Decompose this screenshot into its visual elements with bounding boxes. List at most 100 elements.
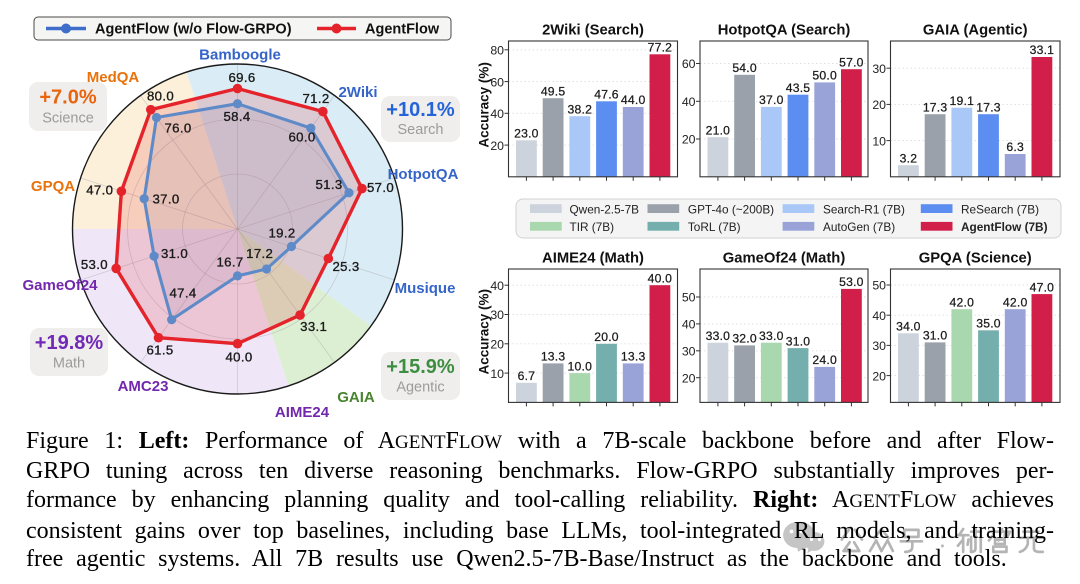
svg-text:20: 20 xyxy=(872,369,886,383)
svg-text:20.0: 20.0 xyxy=(594,330,619,344)
svg-text:33.1: 33.1 xyxy=(300,319,327,334)
svg-text:GPQA: GPQA xyxy=(31,178,75,195)
svg-text:37.0: 37.0 xyxy=(759,93,784,107)
svg-text:33.0: 33.0 xyxy=(706,329,731,343)
svg-text:10: 10 xyxy=(872,134,886,148)
svg-text:17.2: 17.2 xyxy=(246,246,273,261)
svg-text:43.5: 43.5 xyxy=(786,81,811,95)
svg-text:ReSearch (7B): ReSearch (7B) xyxy=(961,202,1039,216)
svg-text:40: 40 xyxy=(490,279,504,293)
svg-text:30: 30 xyxy=(682,345,696,359)
svg-text:20: 20 xyxy=(490,139,504,153)
svg-text:40: 40 xyxy=(490,107,504,121)
svg-text:60: 60 xyxy=(490,75,504,89)
svg-text:21.0: 21.0 xyxy=(706,123,731,137)
svg-text:30: 30 xyxy=(490,308,504,322)
svg-text:25.3: 25.3 xyxy=(332,259,359,274)
svg-text:AgentFlow (7B): AgentFlow (7B) xyxy=(961,220,1048,234)
svg-text:53.0: 53.0 xyxy=(81,257,108,272)
svg-text:51.3: 51.3 xyxy=(315,177,342,192)
svg-text:16.7: 16.7 xyxy=(216,255,243,270)
svg-text:Search-R1 (7B): Search-R1 (7B) xyxy=(823,202,905,216)
svg-text:Bamboogle: Bamboogle xyxy=(199,47,281,64)
svg-text:40: 40 xyxy=(682,95,696,109)
svg-text:40.0: 40.0 xyxy=(648,271,673,285)
svg-text:50: 50 xyxy=(682,291,696,305)
svg-text:19.2: 19.2 xyxy=(268,226,295,241)
svg-text:34.0: 34.0 xyxy=(896,320,921,334)
svg-text:50.0: 50.0 xyxy=(812,69,837,83)
svg-text:30: 30 xyxy=(872,339,886,353)
svg-text:40: 40 xyxy=(682,318,696,332)
svg-text:10.0: 10.0 xyxy=(568,359,593,373)
svg-text:19.1: 19.1 xyxy=(950,94,975,108)
svg-text:20: 20 xyxy=(682,371,696,385)
svg-text:TIR (7B): TIR (7B) xyxy=(570,220,615,234)
svg-text:Qwen-2.5-7B: Qwen-2.5-7B xyxy=(570,202,640,216)
svg-text:32.0: 32.0 xyxy=(732,332,757,346)
svg-text:35.0: 35.0 xyxy=(976,317,1001,331)
svg-text:Agentic: Agentic xyxy=(396,380,444,396)
svg-text:31.0: 31.0 xyxy=(923,329,948,343)
svg-text:30: 30 xyxy=(872,62,886,76)
svg-text:17.3: 17.3 xyxy=(923,100,948,114)
svg-text:76.0: 76.0 xyxy=(164,121,191,136)
svg-text:AIME24: AIME24 xyxy=(275,404,330,421)
svg-text:13.3: 13.3 xyxy=(621,350,646,364)
svg-text:AIME24 (Math): AIME24 (Math) xyxy=(542,251,644,267)
svg-text:17.3: 17.3 xyxy=(976,100,1001,114)
svg-text:GPQA (Science): GPQA (Science) xyxy=(919,251,1032,267)
svg-text:6.7: 6.7 xyxy=(518,369,536,383)
svg-text:33.0: 33.0 xyxy=(759,329,784,343)
svg-text:37.0: 37.0 xyxy=(152,192,179,207)
svg-text:AgentFlow (w/o Flow-GRPO): AgentFlow (w/o Flow-GRPO) xyxy=(95,22,292,38)
svg-text:47.0: 47.0 xyxy=(86,183,113,198)
svg-text:Musique: Musique xyxy=(395,280,456,297)
svg-text:38.2: 38.2 xyxy=(568,102,593,116)
svg-text:60: 60 xyxy=(682,57,696,71)
svg-text:57.0: 57.0 xyxy=(839,55,864,69)
svg-text:GPT-4o (~200B): GPT-4o (~200B) xyxy=(688,202,774,216)
svg-text:Science: Science xyxy=(42,111,94,127)
svg-text:57.0: 57.0 xyxy=(367,180,394,195)
svg-text:20: 20 xyxy=(682,133,696,147)
svg-text:13.3: 13.3 xyxy=(541,350,566,364)
svg-text:44.0: 44.0 xyxy=(621,93,646,107)
svg-text:GAIA: GAIA xyxy=(337,389,375,406)
svg-text:+15.9%: +15.9% xyxy=(386,356,455,378)
svg-text:71.2: 71.2 xyxy=(302,91,329,106)
svg-text:AMC23: AMC23 xyxy=(118,378,169,395)
svg-text:GAIA (Agentic): GAIA (Agentic) xyxy=(923,23,1028,39)
svg-text:47.4: 47.4 xyxy=(169,286,196,301)
svg-text:42.0: 42.0 xyxy=(950,295,975,309)
svg-text:MedQA: MedQA xyxy=(87,69,140,86)
svg-text:40: 40 xyxy=(872,309,886,323)
svg-text:AgentFlow: AgentFlow xyxy=(365,22,440,38)
svg-text:HotpotQA: HotpotQA xyxy=(388,166,459,183)
svg-text:31.0: 31.0 xyxy=(786,334,811,348)
svg-text:24.0: 24.0 xyxy=(812,353,837,367)
svg-text:31.0: 31.0 xyxy=(161,246,188,261)
svg-text:54.0: 54.0 xyxy=(732,61,757,75)
svg-text:3.2: 3.2 xyxy=(900,151,918,165)
svg-text:+7.0%: +7.0% xyxy=(39,87,96,109)
svg-text:6.3: 6.3 xyxy=(1006,140,1024,154)
svg-text:+19.8%: +19.8% xyxy=(35,332,104,354)
svg-text:42.0: 42.0 xyxy=(1003,295,1028,309)
svg-text:20: 20 xyxy=(872,98,886,112)
svg-text:80: 80 xyxy=(490,44,504,58)
svg-text:2Wiki: 2Wiki xyxy=(338,84,377,101)
svg-text:Search: Search xyxy=(398,122,444,138)
svg-text:77.2: 77.2 xyxy=(648,41,673,55)
svg-text:Accuracy (%): Accuracy (%) xyxy=(477,62,492,148)
svg-text:AutoGen (7B): AutoGen (7B) xyxy=(823,220,895,234)
svg-text:2Wiki (Search): 2Wiki (Search) xyxy=(542,23,644,39)
svg-text:33.1: 33.1 xyxy=(1030,43,1055,57)
svg-text:69.6: 69.6 xyxy=(228,70,255,85)
svg-text:GameOf24: GameOf24 xyxy=(22,277,98,294)
svg-text:ToRL (7B): ToRL (7B) xyxy=(688,220,741,234)
svg-text:47.6: 47.6 xyxy=(594,88,619,102)
svg-text:23.0: 23.0 xyxy=(514,127,539,141)
svg-text:GameOf24 (Math): GameOf24 (Math) xyxy=(723,251,846,267)
svg-text:Math: Math xyxy=(53,356,85,372)
